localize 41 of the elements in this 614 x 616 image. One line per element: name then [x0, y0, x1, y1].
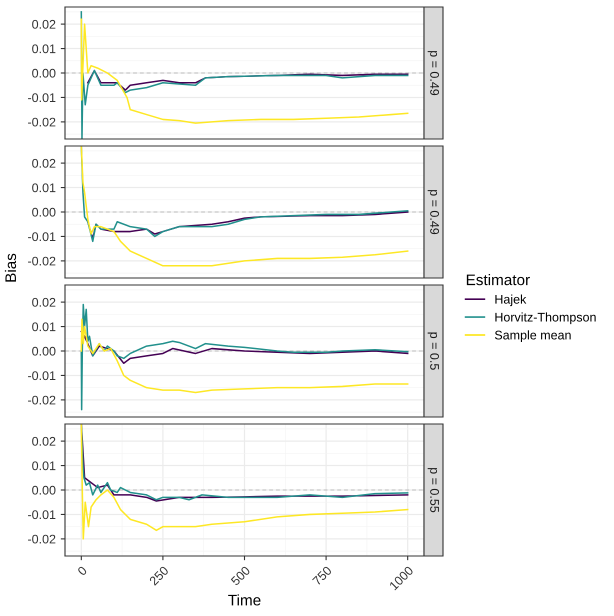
y-tick-label: 0.00 [32, 486, 56, 495]
line-series [80, 330, 408, 364]
x-tick-label: 250 [148, 566, 170, 586]
line-series [80, 304, 408, 410]
y-tick-label: 0.01 [32, 322, 56, 332]
x-tick-label: 750 [312, 566, 332, 586]
line-series [80, 424, 408, 540]
legend-title: Estimator [466, 274, 530, 286]
y-tick-label: -0.02 [28, 396, 56, 405]
y-tick-label: -0.01 [28, 510, 56, 520]
y-tick-label: -0.02 [28, 118, 56, 127]
y-tick-label: 0.00 [32, 346, 56, 356]
text: p = 0.49 [428, 190, 439, 234]
y-tick-label: 0.01 [32, 461, 56, 470]
y-tick-label: 0.01 [32, 44, 56, 54]
y-tick-label: 0.02 [32, 436, 56, 446]
line-series [80, 318, 408, 394]
y-tick-label: 0.02 [32, 158, 56, 168]
y-tick-label: 0.00 [32, 68, 56, 78]
y-tick-label: -0.01 [28, 232, 56, 242]
y-tick-label: -0.01 [28, 371, 56, 380]
text: p = 0.5 [428, 332, 439, 370]
x-tick-label: 0 [76, 566, 88, 576]
x-axis-title: Time [228, 594, 261, 606]
line-series [80, 11, 408, 139]
legend-label: Horvitz-Thompson [495, 312, 596, 324]
line-series [80, 18, 408, 124]
y-tick-label: -0.01 [28, 93, 56, 102]
legend-label: Hajek [495, 294, 526, 306]
y-axis-title: Bias [4, 254, 16, 282]
legend-label: Sample mean [494, 330, 571, 342]
y-tick-label: -0.02 [28, 256, 56, 266]
text: p = 0.55 [428, 468, 439, 512]
y-tick-label: 0.01 [32, 183, 56, 192]
y-tick-label: 0.00 [32, 208, 56, 217]
x-tick-label: 500 [230, 566, 251, 586]
y-tick-label: -0.02 [28, 534, 56, 544]
y-tick-label: 0.02 [32, 298, 56, 307]
text: p = 0.49 [428, 51, 439, 96]
y-tick-label: 0.02 [32, 20, 56, 29]
line-series [80, 146, 408, 267]
